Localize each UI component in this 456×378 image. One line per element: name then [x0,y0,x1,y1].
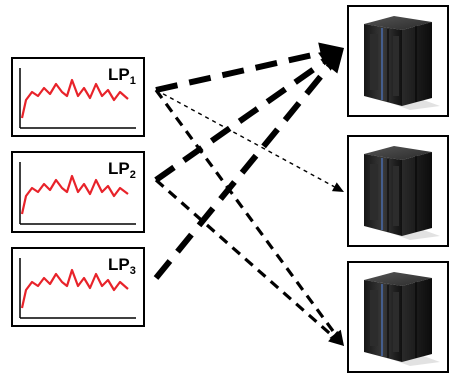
arrowhead-icon [320,48,344,74]
arrow-shaft [155,89,335,188]
server-1 [347,5,449,117]
arrow-lp1-to-server-2 [155,89,344,192]
arrow-shaft [155,50,322,93]
partition-lp1-label: LP1 [108,65,136,87]
arrowhead-icon [331,182,344,192]
arrow-shaft [154,178,334,338]
arrow-shaft [153,64,332,280]
partition-lp3-label: LP3 [108,255,136,277]
arrow-lp2-to-server-3 [154,178,344,346]
partition-lp3: LP3 [11,247,145,327]
server-3 [347,261,449,373]
partition-lp2-label: LP2 [108,159,136,181]
partition-lp2: LP2 [11,151,145,233]
partition-lp2-workload-line-chart [20,174,129,215]
partition-lp1: LP1 [11,57,145,137]
arrow-shaft [154,89,337,335]
mainframe-server-icon [364,16,440,110]
server-2 [347,135,449,247]
partition-lp3-workload-line-chart [20,268,129,309]
connections-layer [153,42,344,346]
arrow-lp3-to-server-1 [153,48,344,280]
arrowhead-icon [328,330,344,346]
mainframe-server-icon [364,272,440,366]
arrow-lp1-to-server-3 [154,89,344,346]
partition-lp1-workload-line-chart [20,78,129,119]
arrow-shaft [154,59,327,183]
mainframe-server-icon [364,146,440,240]
